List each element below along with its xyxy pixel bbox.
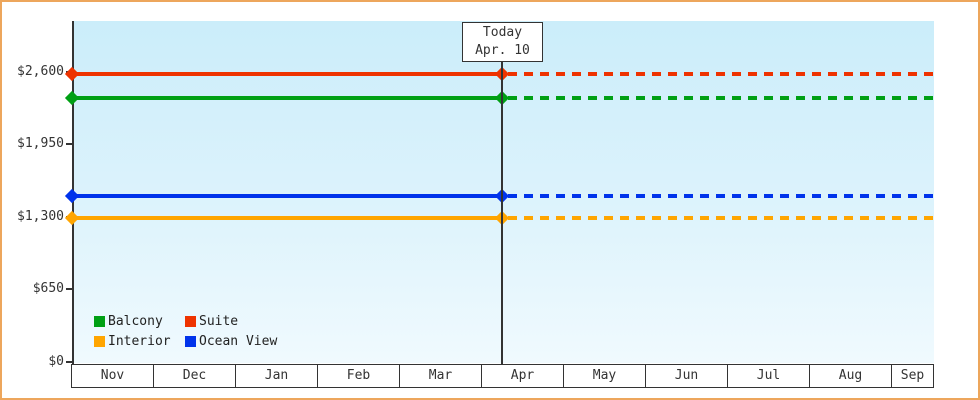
month-cell: Jan	[236, 365, 318, 387]
legend-item-ocean-view: Ocean View	[185, 333, 277, 350]
today-annotation-title: Today	[482, 25, 523, 40]
month-cell: May	[564, 365, 646, 387]
legend-swatch-suite	[185, 316, 196, 327]
legend-item-balcony: Balcony	[94, 313, 185, 330]
month-cell: Mar	[400, 365, 482, 387]
month-cell: Jul	[728, 365, 810, 387]
month-cell: Apr	[482, 365, 564, 387]
y-axis-label: $1,950	[17, 136, 64, 151]
y-axis-label: $2,600	[17, 64, 64, 79]
price-line-ocean-view-dashed-segment	[508, 194, 934, 198]
y-axis-label: $0	[48, 354, 64, 369]
legend-swatch-ocean-view	[185, 336, 196, 347]
price-line-balcony-solid-segment	[74, 96, 502, 100]
month-cell: Aug	[810, 365, 892, 387]
legend-item-interior: Interior	[94, 333, 185, 350]
legend-label: Suite	[199, 314, 239, 329]
legend-swatch-interior	[94, 336, 105, 347]
legend-item-suite: Suite	[185, 313, 277, 330]
today-marker-line	[501, 61, 503, 364]
today-annotation-box: Today Apr. 10	[462, 22, 543, 62]
y-axis-label: $1,300	[17, 209, 64, 224]
price-line-interior-dashed-segment	[508, 216, 934, 220]
legend: Balcony Suite Interior Ocean View	[94, 313, 277, 350]
y-axis-tick	[66, 361, 72, 363]
y-axis-tick	[66, 143, 72, 145]
price-line-balcony-dashed-segment	[508, 96, 934, 100]
y-axis-tick	[66, 288, 72, 290]
month-cell: Jun	[646, 365, 728, 387]
today-annotation-date: Apr. 10	[475, 43, 530, 58]
legend-swatch-balcony	[94, 316, 105, 327]
legend-label: Interior	[108, 334, 171, 349]
month-cell: Sep	[900, 368, 925, 383]
price-line-suite-dashed-segment	[508, 72, 934, 76]
month-axis: Nov Dec Jan Feb Mar Apr May Jun Jul Aug …	[71, 364, 934, 388]
month-cell: Dec	[154, 365, 236, 387]
month-cell: Feb	[318, 365, 400, 387]
legend-label: Ocean View	[199, 334, 278, 349]
legend-label: Balcony	[108, 314, 163, 329]
price-line-suite-solid-segment	[74, 72, 502, 76]
y-axis-label: $650	[32, 281, 64, 296]
price-line-ocean-view-solid-segment	[74, 194, 502, 198]
month-cell: Nov	[72, 365, 154, 387]
price-line-interior-solid-segment	[74, 216, 502, 220]
